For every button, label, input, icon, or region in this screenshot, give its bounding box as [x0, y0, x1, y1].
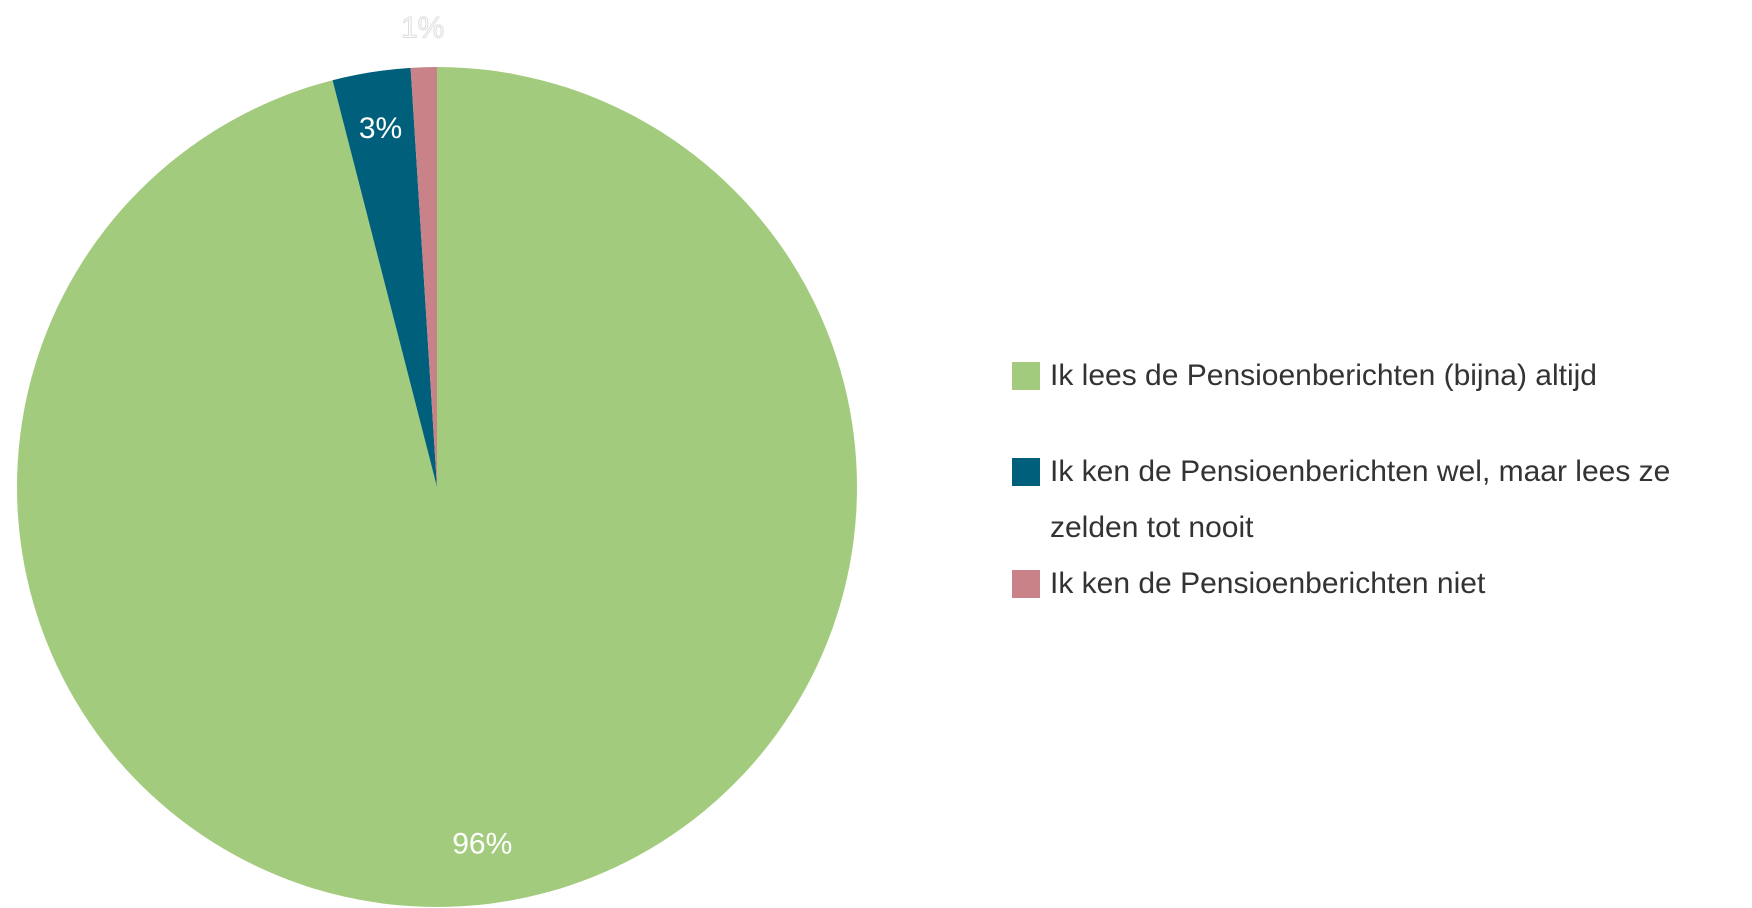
- legend-swatch: [1012, 458, 1040, 486]
- pie-slice: [410, 67, 437, 487]
- data-label: 96%: [452, 827, 512, 860]
- legend-label: Ik ken de Pensioenberichten wel, maar le…: [1050, 455, 1671, 544]
- legend-item: Ik ken de Pensioenberichten wel, maar le…: [1012, 444, 1712, 556]
- legend-swatch: [1012, 570, 1040, 598]
- legend: Ik lees de Pensioenberichten (bijna) alt…: [1012, 348, 1712, 652]
- legend-swatch: [1012, 362, 1040, 390]
- data-label: 1%: [401, 11, 444, 44]
- pie-slice: [332, 67, 437, 488]
- legend-label: Ik lees de Pensioenberichten (bijna) alt…: [1050, 359, 1597, 392]
- legend-item: Ik lees de Pensioenberichten (bijna) alt…: [1012, 348, 1712, 404]
- legend-item: Ik ken de Pensioenberichten niet: [1012, 556, 1712, 612]
- legend-label: Ik ken de Pensioenberichten niet: [1050, 567, 1486, 600]
- data-label: 3%: [359, 112, 402, 145]
